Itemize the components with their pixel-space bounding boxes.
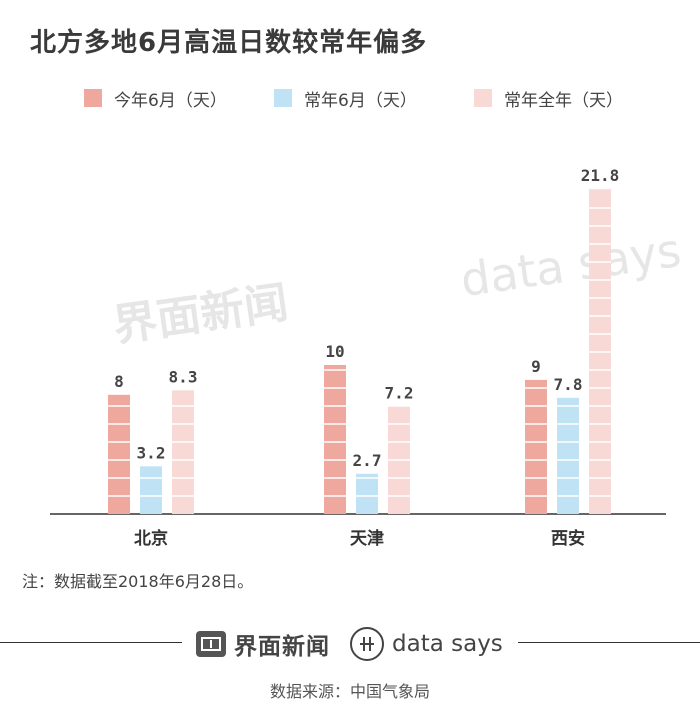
data-label-beijing-normal-june: 3.2	[137, 443, 166, 462]
bar-chart: 8 3.2 8.3 北京 10 2.7 7.2 天津 9 7.8 21.8 西安	[50, 166, 666, 549]
legend-label-normal-june: 常年6月（天）	[304, 90, 417, 111]
legend-label-normal-year: 常年全年（天）	[504, 90, 623, 111]
legend-label-this-june: 今年6月（天）	[114, 90, 227, 111]
bar-tianjin-normal-year	[388, 406, 410, 514]
bar-tianjin-normal-june	[356, 473, 378, 514]
data-label-tianjin-normal-year: 7.2	[385, 384, 414, 403]
bar-beijing-normal-june	[140, 466, 162, 514]
data-label-tianjin-this-june: 10	[325, 342, 344, 361]
footer-divider-right	[518, 642, 700, 643]
legend-swatch-normal-june	[274, 89, 292, 107]
bar-beijing-this-june	[108, 394, 130, 514]
bar-xian-normal-year	[589, 189, 611, 514]
bar-tianjin-this-june	[324, 365, 346, 514]
category-label-beijing: 北京	[134, 528, 168, 549]
data-label-xian-this-june: 9	[531, 357, 541, 376]
data-label-beijing-normal-year: 8.3	[169, 367, 198, 386]
category-label-xian: 西安	[551, 528, 585, 549]
data-label-xian-normal-year: 21.8	[581, 166, 620, 185]
data-note: 注：数据截至2018年6月28日。	[22, 572, 254, 591]
data-label-xian-normal-june: 7.8	[554, 375, 583, 394]
datasays-logo-icon	[350, 627, 384, 661]
bar-xian-normal-june	[557, 397, 579, 514]
legend-swatch-normal-year	[474, 89, 492, 107]
jiemian-logo-icon	[196, 631, 226, 657]
datasays-brand-name: data says	[392, 631, 503, 657]
data-label-tianjin-normal-june: 2.7	[353, 451, 382, 470]
footer-divider-left	[0, 642, 182, 643]
legend-item-normal-june: 常年6月（天）	[274, 86, 417, 111]
bar-beijing-normal-year	[172, 390, 194, 514]
legend-item-this-june: 今年6月（天）	[84, 86, 227, 111]
bar-xian-this-june	[525, 379, 547, 514]
data-label-beijing-this-june: 8	[114, 372, 124, 391]
legend-swatch-this-june	[84, 89, 102, 107]
jiemian-brand-name: 界面新闻	[234, 634, 330, 660]
legend: 今年6月（天） 常年6月（天） 常年全年（天）	[0, 86, 700, 111]
data-source: 数据来源：中国气象局	[269, 682, 430, 701]
category-label-tianjin: 天津	[350, 528, 384, 549]
footer-brand: 界面新闻 data says	[196, 624, 503, 664]
legend-item-normal-year: 常年全年（天）	[474, 86, 623, 111]
chart-title: 北方多地6月高温日数较常年偏多	[30, 28, 428, 58]
